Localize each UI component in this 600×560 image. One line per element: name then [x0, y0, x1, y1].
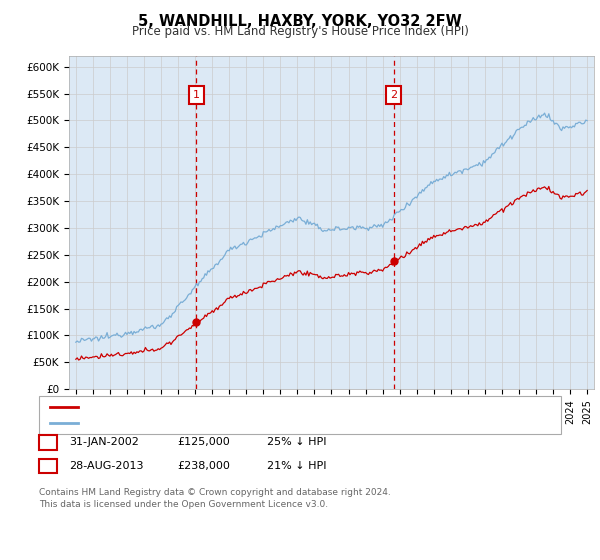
Text: 5, WANDHILL, HAXBY, YORK, YO32 2FW (detached house): 5, WANDHILL, HAXBY, YORK, YO32 2FW (deta… — [81, 402, 379, 412]
Text: 5, WANDHILL, HAXBY, YORK, YO32 2FW: 5, WANDHILL, HAXBY, YORK, YO32 2FW — [138, 14, 462, 29]
Text: 25% ↓ HPI: 25% ↓ HPI — [267, 437, 326, 447]
Text: 1: 1 — [193, 90, 200, 100]
Text: £238,000: £238,000 — [177, 461, 230, 471]
Text: 1: 1 — [44, 437, 52, 447]
Text: Contains HM Land Registry data © Crown copyright and database right 2024.
This d: Contains HM Land Registry data © Crown c… — [39, 488, 391, 509]
Text: 21% ↓ HPI: 21% ↓ HPI — [267, 461, 326, 471]
Text: £125,000: £125,000 — [177, 437, 230, 447]
Text: HPI: Average price, detached house, York: HPI: Average price, detached house, York — [81, 418, 296, 428]
Text: Price paid vs. HM Land Registry's House Price Index (HPI): Price paid vs. HM Land Registry's House … — [131, 25, 469, 38]
Text: 2: 2 — [391, 90, 397, 100]
Text: 28-AUG-2013: 28-AUG-2013 — [69, 461, 143, 471]
Text: 2: 2 — [44, 461, 52, 471]
Text: 31-JAN-2002: 31-JAN-2002 — [69, 437, 139, 447]
